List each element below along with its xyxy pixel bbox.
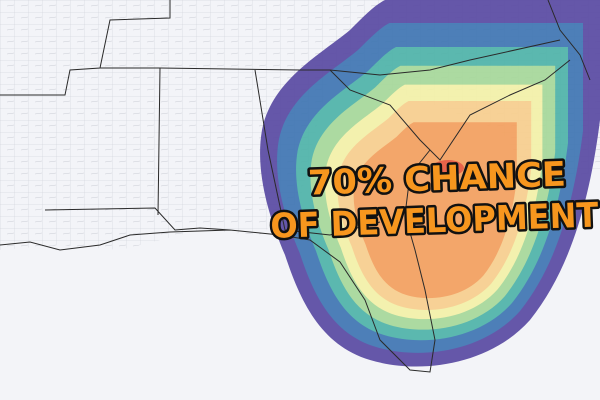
state-borders [0,0,591,373]
zone-red [432,160,464,176]
probability-area [260,0,600,367]
headline-line-1: 70% CHANCE [307,155,566,204]
